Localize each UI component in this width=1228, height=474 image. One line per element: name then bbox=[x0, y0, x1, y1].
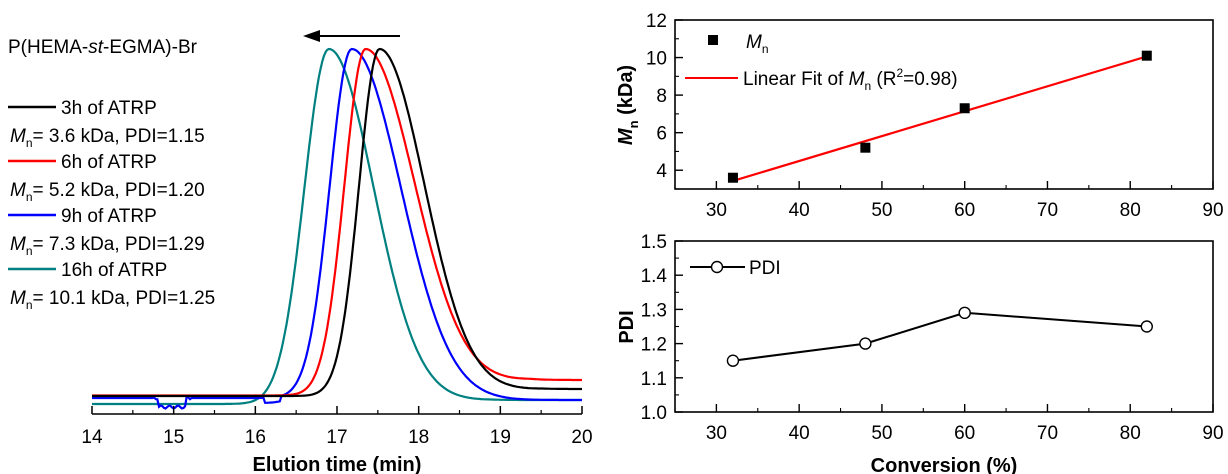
y-tick-label: 8 bbox=[656, 86, 667, 107]
x-tick-label: 60 bbox=[954, 423, 975, 444]
x-tick-label: 60 bbox=[954, 200, 975, 221]
x-tick-label: 40 bbox=[789, 200, 810, 221]
mn-points bbox=[727, 50, 1152, 183]
x-tick-label: 19 bbox=[490, 427, 511, 448]
data-point bbox=[958, 306, 971, 320]
x-tick-label: 30 bbox=[706, 423, 727, 444]
x-tick-label: 70 bbox=[1037, 423, 1058, 444]
data-point bbox=[959, 103, 970, 114]
y-tick-label: 1.4 bbox=[641, 266, 668, 287]
x-tick-label: 80 bbox=[1120, 423, 1141, 444]
gpc-chart: 14 15 16 17 18 19 20 Elution time (min) P(HEMA… bbox=[8, 30, 593, 474]
fit-legend-label: Linear Fit of Mn (R2=0.98) bbox=[743, 66, 958, 93]
data-point bbox=[726, 354, 740, 367]
y-tick-label: 12 bbox=[646, 11, 667, 32]
mn-chart: 30 40 50 60 70 80 90 4 6 8 10 12 Mn (kDa) Mn Linear… bbox=[615, 11, 1224, 221]
x-tick-label: 16 bbox=[245, 427, 266, 448]
mn-ticks: 30 40 50 60 70 80 90 4 6 8 10 12 bbox=[646, 11, 1224, 221]
pdi-chart: 30 40 50 60 70 80 90 1.0 1.1 1.2 1.3 1.4 1.5 PDI Con… bbox=[616, 232, 1224, 474]
x-axis-label: Conversion (%) bbox=[871, 455, 1018, 474]
legend-label: 6h of ATRP bbox=[61, 152, 157, 173]
data-point bbox=[860, 142, 871, 153]
legend-label: 3h of ATRP bbox=[61, 98, 157, 119]
plot-frame bbox=[674, 19, 1214, 190]
data-point bbox=[859, 337, 872, 350]
scatter-legend-marker bbox=[708, 35, 718, 45]
gpc-trace bbox=[92, 47, 582, 398]
x-tick-label: 90 bbox=[1202, 423, 1223, 444]
x-tick-label: 14 bbox=[81, 427, 103, 448]
legend-info: Mn= 10.1 kDa, PDI=1.25 bbox=[10, 288, 215, 312]
scatter-legend-label: Mn bbox=[746, 32, 769, 56]
data-point bbox=[1140, 320, 1153, 333]
x-tick-label: 15 bbox=[163, 427, 184, 448]
pdi-ticks: 30 40 50 60 70 80 90 1.0 1.1 1.2 1.3 1.4 1.5 bbox=[641, 232, 1224, 444]
x-tick-label: 30 bbox=[706, 200, 727, 221]
sample-title: P(HEMA-st-EGMA)-Br bbox=[8, 37, 198, 58]
x-tick-label: 20 bbox=[571, 427, 592, 448]
x-tick-label: 70 bbox=[1037, 200, 1058, 221]
pdi-legend: PDI bbox=[690, 258, 781, 279]
x-tick-label: 80 bbox=[1120, 200, 1141, 221]
x-tick-label: 18 bbox=[408, 427, 429, 448]
pdi-series bbox=[726, 306, 1153, 367]
y-axis-label: PDI bbox=[616, 310, 638, 343]
x-ticks: 14 15 16 17 18 19 20 bbox=[81, 406, 593, 448]
x-tick-label: 40 bbox=[789, 423, 810, 444]
gpc-trace bbox=[92, 47, 582, 397]
x-tick-label: 50 bbox=[871, 423, 892, 444]
y-tick-label: 1.0 bbox=[641, 403, 667, 424]
y-tick-label: 1.5 bbox=[641, 232, 667, 253]
y-tick-label: 10 bbox=[646, 49, 667, 70]
linear-fit bbox=[732, 55, 1148, 182]
legend-label: 9h of ATRP bbox=[61, 206, 157, 227]
legend-label: 16h of ATRP bbox=[61, 260, 167, 281]
legend-info: Mn= 7.3 kDa, PDI=1.29 bbox=[10, 234, 205, 258]
x-axis-label: Elution time (min) bbox=[253, 454, 422, 474]
pdi-legend-marker bbox=[710, 260, 724, 274]
x-tick-label: 50 bbox=[871, 200, 892, 221]
y-tick-label: 1.1 bbox=[641, 369, 667, 390]
data-point bbox=[727, 172, 738, 183]
x-tick-label: 90 bbox=[1202, 200, 1223, 221]
y-axis-label: Mn (kDa) bbox=[615, 65, 641, 145]
x-tick-label: 17 bbox=[326, 427, 347, 448]
gpc-trace bbox=[92, 47, 582, 406]
mn-legend: Mn Linear Fit of Mn (R2=0.98) bbox=[685, 32, 958, 93]
elution-direction-arrow bbox=[303, 30, 400, 42]
y-tick-label: 4 bbox=[656, 161, 667, 182]
legend-info: Mn= 3.6 kDa, PDI=1.15 bbox=[10, 126, 205, 150]
data-point bbox=[1141, 50, 1152, 61]
legend-info: Mn= 5.2 kDa, PDI=1.20 bbox=[10, 180, 205, 204]
pdi-line bbox=[732, 311, 1147, 362]
gpc-curves bbox=[92, 47, 582, 410]
y-tick-label: 6 bbox=[656, 124, 667, 145]
fit-line bbox=[732, 55, 1148, 182]
y-tick-label: 1.2 bbox=[641, 335, 667, 356]
pdi-legend-label: PDI bbox=[749, 258, 781, 279]
y-tick-label: 1.3 bbox=[641, 300, 667, 321]
